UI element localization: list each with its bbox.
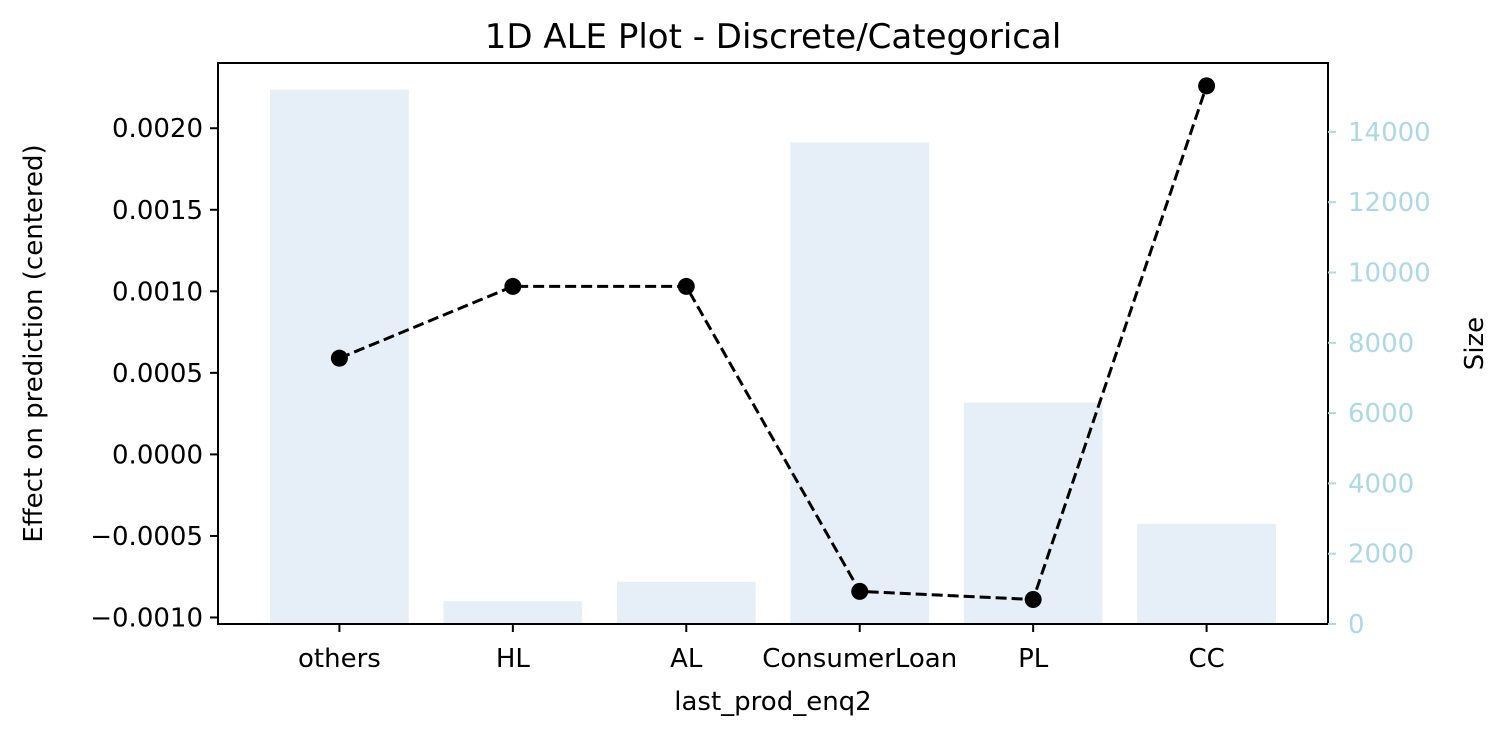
effect-line xyxy=(338,85,1209,602)
effect-point-consumerloan xyxy=(851,582,869,600)
chart-title: 1D ALE Plot - Discrete/Categorical xyxy=(485,17,1062,57)
x-tick-label-cc: CC xyxy=(1188,644,1224,674)
y-tick-label-right: 10000 xyxy=(1348,258,1431,288)
y-axis-label-left: Effect on prediction (centered) xyxy=(19,144,49,542)
y-tick-label-right: 8000 xyxy=(1348,329,1414,359)
effect-point-al xyxy=(677,277,695,295)
y-axis-label-right: Size xyxy=(1460,317,1490,370)
y-tick-label-right: 0 xyxy=(1348,610,1365,640)
x-tick-label-hl: HL xyxy=(496,644,531,674)
y-tick-label-left: 0.0015 xyxy=(112,196,203,226)
y-tick-label-left: 0.0020 xyxy=(112,114,203,144)
size-bars xyxy=(270,89,1276,624)
size-bar-pl xyxy=(963,402,1103,624)
y-tick-label-left: −0.0010 xyxy=(90,603,203,633)
effect-point-hl xyxy=(504,277,522,295)
left-axis: −0.0010 −0.0005 0.0000 0.0005 0.0010 0.0015 0.… xyxy=(90,114,218,633)
y-tick-label-right: 6000 xyxy=(1348,399,1414,429)
effect-point-others xyxy=(330,349,348,367)
size-bar-cc xyxy=(1137,523,1276,624)
y-tick-label-right: 2000 xyxy=(1348,540,1414,570)
y-tick-label-left: 0.0010 xyxy=(112,277,203,307)
effect-point-cc xyxy=(1198,77,1216,95)
y-tick-label-left: 0.0005 xyxy=(112,359,203,389)
size-bar-al xyxy=(616,581,756,624)
x-tick-label-others: others xyxy=(298,644,381,674)
x-axis: others HL AL ConsumerLoan PL CC xyxy=(298,624,1225,674)
y-tick-label-right: 4000 xyxy=(1348,469,1414,499)
size-bar-hl xyxy=(443,601,583,624)
x-tick-label-pl: PL xyxy=(1018,644,1049,674)
y-tick-label-right: 14000 xyxy=(1348,118,1431,148)
y-tick-label-right: 12000 xyxy=(1348,188,1431,218)
right-axis: 0 2000 4000 6000 8000 10000 12000 14000 xyxy=(1328,118,1431,640)
effect-line-layer xyxy=(330,77,1216,609)
x-tick-label-consumerloan: ConsumerLoan xyxy=(762,644,957,674)
size-bar-consumerloan xyxy=(790,142,930,624)
x-axis-label: last_prod_enq2 xyxy=(674,687,871,717)
y-tick-label-left: 0.0000 xyxy=(112,440,203,470)
y-tick-label-left: −0.0005 xyxy=(90,522,203,552)
effect-point-pl xyxy=(1024,591,1042,609)
x-tick-label-al: AL xyxy=(670,644,703,674)
